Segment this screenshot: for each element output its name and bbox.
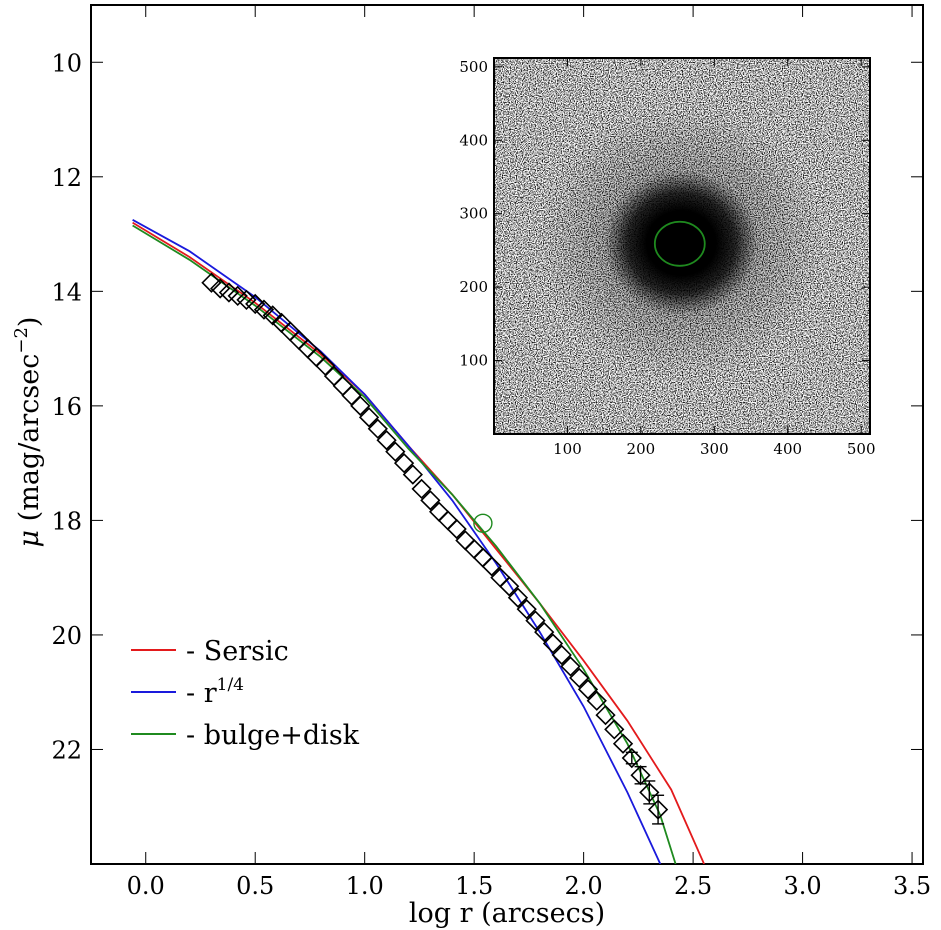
y-axis-label-exp: −2: [11, 327, 32, 354]
highlight-circle: [473, 513, 493, 533]
legend: - Sersic - r1/4 - bulge+disk: [131, 636, 360, 751]
inset-x-tick-label: 200: [627, 440, 656, 458]
x-tick-label: 0.5: [236, 872, 274, 900]
x-tick-label: 3.5: [893, 872, 931, 900]
data-point: [612, 733, 634, 754]
legend-label-bulge-disk: - bulge+disk: [186, 720, 360, 751]
data-point: [586, 690, 607, 711]
data-point: [350, 395, 371, 416]
data-point: [569, 667, 590, 689]
y-tick-label: 12: [51, 164, 82, 192]
y-tick-label: 14: [51, 278, 82, 306]
inset-image: [494, 58, 870, 434]
inset-frame: [493, 57, 871, 435]
data-point: [507, 587, 529, 608]
data-point: [446, 518, 467, 540]
y-tick-label: 22: [51, 736, 82, 764]
data-point: [551, 644, 572, 666]
data-point: [402, 464, 423, 485]
data-point: [262, 305, 283, 326]
legend-label-r14: - r1/4: [186, 675, 244, 709]
x-axis-label: log r (arcsecs): [409, 898, 605, 929]
data-point: [577, 679, 599, 700]
inset-y-tick-label: 100: [459, 352, 488, 370]
x-tick-label: 0.0: [127, 872, 165, 900]
inset-y-tick-label: 200: [459, 278, 488, 296]
data-point: [245, 293, 266, 315]
legend-entry-bulge-disk: - bulge+disk: [131, 720, 360, 751]
data-point: [516, 599, 537, 620]
data-point: [525, 610, 546, 631]
data-point: [201, 272, 222, 293]
data-point: [420, 490, 441, 511]
series-line-r-1-4: [132, 219, 662, 864]
data-point: [604, 719, 625, 740]
main-markers: [201, 272, 669, 825]
inset-y-tick-label: 400: [459, 131, 488, 149]
series-line-bulge-disk: [132, 224, 677, 864]
data-point: [367, 418, 388, 439]
inset-plot: 100 200 300 400 500 100 200 300 400 500: [459, 57, 876, 458]
inset-ticks: 100 200 300 400 500 100 200 300 400 500: [459, 58, 875, 458]
main-series: [132, 219, 705, 864]
inset-x-tick-label: 400: [773, 440, 802, 458]
aperture-ellipse: [653, 220, 706, 267]
y-tick-label: 18: [51, 507, 82, 535]
source-core: [604, 171, 759, 316]
y-tick-label: 10: [51, 49, 82, 77]
data-point: [534, 621, 555, 643]
main-ticks: 0.0 0.5 1.0 1.5 2.0 2.5 3.0 3.5 10 12 14 16 18 20 22: [51, 5, 931, 900]
inset-x-tick-label: 100: [553, 440, 582, 458]
y-tick-label: 16: [51, 393, 82, 421]
data-point: [499, 576, 520, 597]
data-point: [542, 633, 564, 654]
inset-y-tick-label: 500: [459, 58, 488, 76]
x-tick-label: 2.5: [674, 872, 712, 900]
data-point: [358, 407, 380, 428]
legend-entry-sersic: - Sersic: [131, 636, 289, 667]
y-axis-label-close: ): [14, 317, 45, 328]
inset-x-tick-label: 300: [700, 440, 729, 458]
x-tick-label: 1.0: [346, 872, 384, 900]
data-point: [393, 453, 415, 474]
data-point: [560, 656, 581, 677]
data-point: [481, 556, 502, 577]
y-axis-label-unit: (mag/arcsec: [14, 354, 45, 522]
legend-entry-r14: - r1/4: [131, 675, 244, 709]
legend-label-r14-base: - r: [186, 678, 217, 709]
data-point: [253, 299, 275, 320]
inset-x-tick-label: 500: [847, 440, 876, 458]
legend-label-sersic: - Sersic: [186, 636, 289, 667]
legend-label-r14-sup: 1/4: [217, 675, 244, 695]
x-tick-label: 1.5: [455, 872, 493, 900]
x-tick-label: 2.0: [565, 872, 603, 900]
inset-y-tick-label: 300: [459, 205, 488, 223]
data-point: [621, 747, 642, 769]
x-tick-label: 3.0: [783, 872, 821, 900]
inset-source: [538, 107, 825, 379]
data-point: [595, 704, 616, 726]
y-tick-label: 20: [51, 622, 82, 650]
data-point: [385, 441, 406, 462]
data-point: [376, 430, 397, 451]
y-axis-label-mu: μ: [14, 530, 45, 548]
y-axis-label: μ (mag/arcsec−2): [11, 317, 45, 548]
data-point: [411, 478, 432, 500]
